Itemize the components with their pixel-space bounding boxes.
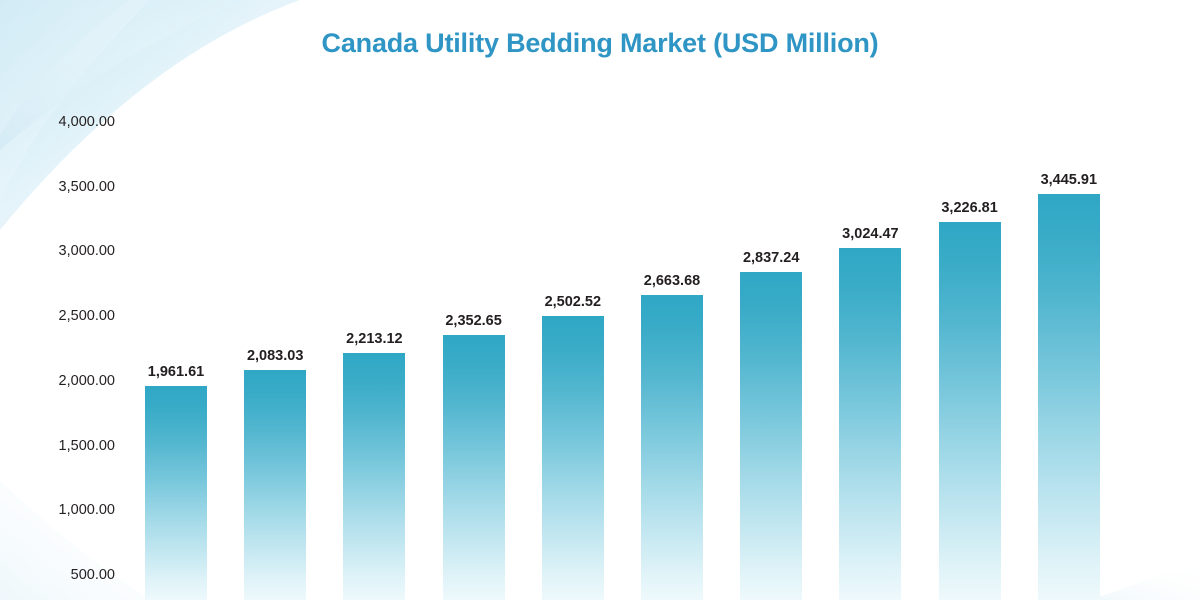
bar[interactable] [740, 272, 803, 600]
bar[interactable] [145, 385, 207, 600]
bar-value-label: 2,352.65 [445, 313, 502, 330]
bar[interactable] [541, 315, 604, 600]
bar-value-label: 2,213.12 [346, 331, 403, 348]
y-axis-tick-label: 1,000.00 [58, 502, 115, 519]
bar-value-label: 3,024.47 [842, 226, 899, 243]
y-axis-tick-label: 3,000.00 [58, 243, 115, 260]
chart-title: Canada Utility Bedding Market (USD Milli… [321, 28, 879, 58]
bar[interactable] [343, 353, 406, 600]
y-axis-tick-label: 500.00 [70, 566, 115, 583]
bar[interactable] [442, 335, 505, 600]
bar[interactable] [244, 370, 307, 600]
bar-value-label: 3,226.81 [941, 200, 998, 217]
bar[interactable] [1037, 193, 1100, 600]
y-axis-tick-label: 3,500.00 [58, 178, 115, 195]
y-axis-tick-label: 2,500.00 [58, 308, 115, 325]
bar[interactable] [641, 294, 703, 600]
y-axis: 4,000.00 3,500.00 3,000.00 2,500.00 2,000.00… [0, 0, 115, 600]
bar-value-label: 2,502.52 [544, 293, 602, 310]
bar[interactable] [839, 248, 902, 600]
bar-value-label: 2,663.68 [643, 272, 701, 289]
bar-value-label: 2,837.24 [742, 250, 800, 267]
y-axis-tick-label: 2,000.00 [58, 372, 115, 389]
bar-value-label: 2,083.03 [246, 348, 304, 365]
bar[interactable] [938, 222, 1001, 600]
y-axis-tick-label: 1,500.00 [58, 437, 115, 454]
y-axis-tick-label: 4,000.00 [58, 114, 115, 130]
bar-value-label: 3,445.91 [1040, 171, 1098, 188]
bar-value-label: 1,961.61 [147, 363, 205, 380]
